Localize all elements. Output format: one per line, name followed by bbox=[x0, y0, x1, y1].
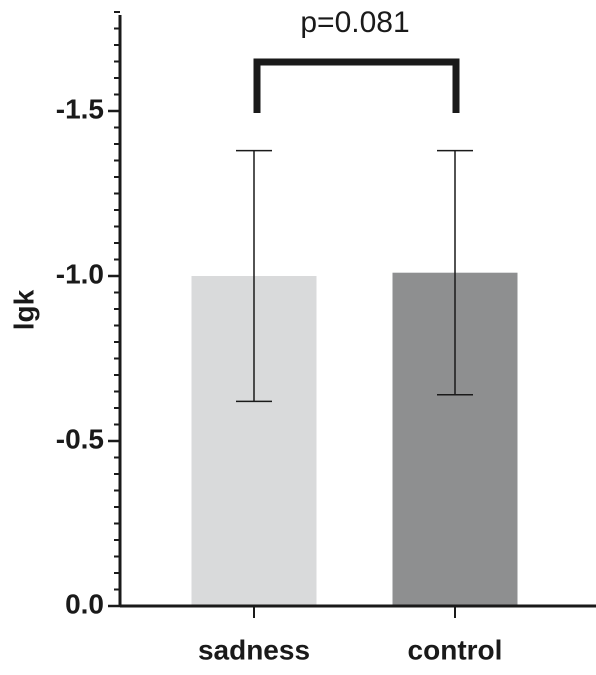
error-bar bbox=[236, 149, 272, 403]
error-bar bbox=[437, 149, 473, 396]
y-axis-label: lgk bbox=[8, 289, 39, 330]
significance-bracket bbox=[253, 58, 460, 113]
x-tick-label: sadness bbox=[198, 634, 310, 665]
x-tick-label: control bbox=[408, 634, 503, 665]
annotation: p=0.081 bbox=[300, 6, 409, 39]
y-tick-label: -1.0 bbox=[56, 258, 104, 289]
y-tick-label: -0.5 bbox=[56, 423, 104, 454]
y-tick-label: -1.5 bbox=[56, 93, 104, 124]
y-tick-label: 0.0 bbox=[65, 588, 104, 619]
